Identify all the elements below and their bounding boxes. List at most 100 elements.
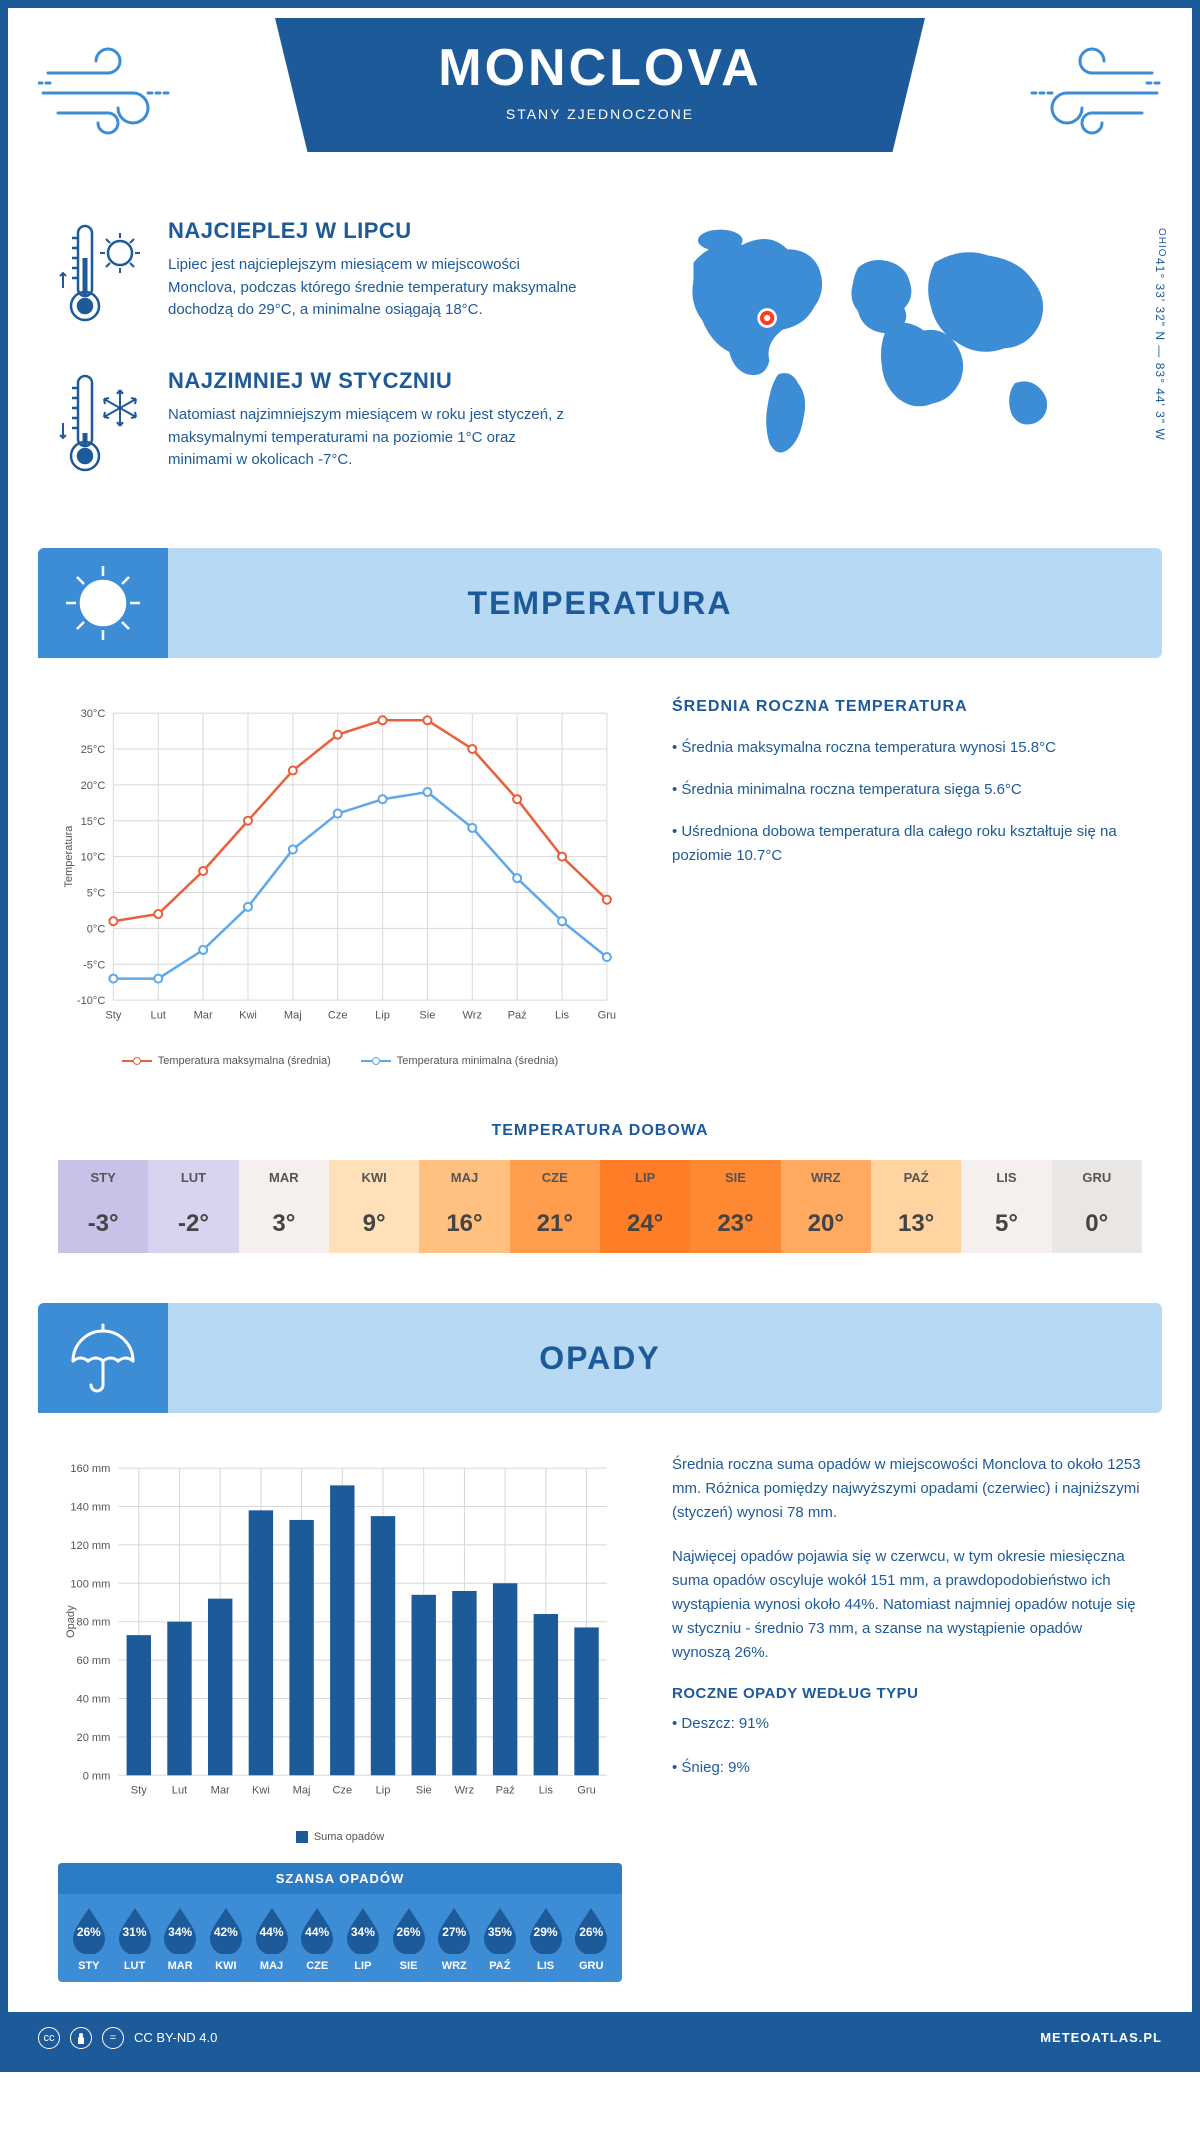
svg-text:60 mm: 60 mm <box>77 1656 111 1668</box>
svg-text:Cze: Cze <box>328 1009 348 1021</box>
svg-text:25°C: 25°C <box>81 744 106 756</box>
chance-cell: 34%MAR <box>157 1906 203 1972</box>
svg-text:100 mm: 100 mm <box>70 1579 110 1591</box>
footer: cc = CC BY-ND 4.0 METEOATLAS.PL <box>8 2012 1192 2064</box>
site-name: METEOATLAS.PL <box>1040 2030 1162 2045</box>
precip-rain: • Deszcz: 91% <box>672 1712 1142 1736</box>
precipitation-section-header: OPADY <box>38 1303 1162 1413</box>
svg-text:15°C: 15°C <box>81 816 106 828</box>
avg-temp-title: ŚREDNIA ROCZNA TEMPERATURA <box>672 698 1142 716</box>
daily-cell: LIP24° <box>600 1160 690 1253</box>
coldest-text: Natomiast najzimniejszym miesiącem w rok… <box>168 404 580 472</box>
svg-text:20°C: 20°C <box>81 780 106 792</box>
warmest-text: Lipiec jest najcieplejszym miesiącem w m… <box>168 254 580 322</box>
precipitation-legend: Suma opadów <box>58 1831 622 1843</box>
precip-chance-box: SZANSA OPADÓW 26%STY31%LUT34%MAR42%KWI44… <box>58 1863 622 1982</box>
by-icon <box>70 2027 92 2049</box>
svg-text:Sie: Sie <box>416 1785 432 1797</box>
daily-cell: PAŹ13° <box>871 1160 961 1253</box>
svg-text:Mar: Mar <box>211 1785 230 1797</box>
svg-text:30°C: 30°C <box>81 708 106 720</box>
temperature-chart: -10°C-5°C0°C5°C10°C15°C20°C25°C30°CStyLu… <box>58 698 622 1067</box>
svg-text:-5°C: -5°C <box>83 959 105 971</box>
svg-text:Temperatura: Temperatura <box>63 825 75 888</box>
chance-title: SZANSA OPADÓW <box>58 1863 622 1894</box>
svg-text:-10°C: -10°C <box>77 995 105 1007</box>
precipitation-info: Średnia roczna suma opadów w miejscowośc… <box>672 1453 1142 1982</box>
svg-text:Lis: Lis <box>539 1785 554 1797</box>
precipitation-content: 0 mm20 mm40 mm60 mm80 mm100 mm120 mm140 … <box>8 1413 1192 2012</box>
svg-text:0°C: 0°C <box>87 923 106 935</box>
daily-cell: WRZ20° <box>781 1160 871 1253</box>
wind-icon <box>1012 38 1162 138</box>
svg-text:0 mm: 0 mm <box>83 1771 111 1783</box>
temperature-title: TEMPERATURA <box>468 585 733 622</box>
svg-text:Gru: Gru <box>598 1009 616 1021</box>
precipitation-title: OPADY <box>539 1340 660 1377</box>
svg-text:5°C: 5°C <box>87 888 106 900</box>
intro-section: NAJCIEPLEJ W LIPCU Lipiec jest najcieple… <box>8 208 1192 548</box>
chance-cell: 26%GRU <box>568 1906 614 1972</box>
svg-text:Cze: Cze <box>332 1785 352 1797</box>
chance-cell: 26%STY <box>66 1906 112 1972</box>
thermometer-sun-icon <box>58 218 148 333</box>
warmest-title: NAJCIEPLEJ W LIPCU <box>168 218 580 244</box>
chance-cell: 27%WRZ <box>431 1906 477 1972</box>
svg-text:Lip: Lip <box>375 1009 390 1021</box>
svg-text:20 mm: 20 mm <box>77 1732 111 1744</box>
legend-precip-label: Suma opadów <box>314 1831 384 1843</box>
svg-text:Opady: Opady <box>65 1605 77 1638</box>
svg-text:Lis: Lis <box>555 1009 570 1021</box>
license-text: CC BY-ND 4.0 <box>134 2030 217 2045</box>
country-subtitle: STANY ZJEDNOCZONE <box>355 106 845 122</box>
chance-cell: 29%LIS <box>523 1906 569 1972</box>
svg-text:Maj: Maj <box>293 1785 311 1797</box>
svg-text:Wrz: Wrz <box>455 1785 474 1797</box>
chance-cell: 44%CZE <box>294 1906 340 1972</box>
temp-bullet: • Średnia minimalna roczna temperatura s… <box>672 778 1142 802</box>
region-label: OHIO <box>1156 228 1167 258</box>
svg-text:Lip: Lip <box>376 1785 391 1797</box>
svg-text:Paź: Paź <box>508 1009 527 1021</box>
precip-p2: Najwięcej opadów pojawia się w czerwcu, … <box>672 1545 1142 1665</box>
daily-cell: STY-3° <box>58 1160 148 1253</box>
precip-type-title: ROCZNE OPADY WEDŁUG TYPU <box>672 1685 1142 1702</box>
chance-cell: 44%MAJ <box>249 1906 295 1972</box>
svg-text:Lut: Lut <box>151 1009 166 1021</box>
svg-text:160 mm: 160 mm <box>70 1464 110 1476</box>
svg-text:Lut: Lut <box>172 1785 187 1797</box>
daily-temp-title: TEMPERATURA DOBOWA <box>8 1122 1192 1140</box>
svg-text:Maj: Maj <box>284 1009 302 1021</box>
world-map <box>620 218 1142 468</box>
chance-cell: 35%PAŹ <box>477 1906 523 1972</box>
chance-cell: 42%KWI <box>203 1906 249 1972</box>
title-banner: MONCLOVA STANY ZJEDNOCZONE <box>275 18 925 152</box>
header: MONCLOVA STANY ZJEDNOCZONE <box>8 8 1192 208</box>
daily-temp-table: STY-3°LUT-2°MAR3°KWI9°MAJ16°CZE21°LIP24°… <box>58 1160 1142 1253</box>
chance-cell: 34%LIP <box>340 1906 386 1972</box>
svg-text:80 mm: 80 mm <box>77 1617 111 1629</box>
temperature-content: -10°C-5°C0°C5°C10°C15°C20°C25°C30°CStyLu… <box>8 658 1192 1097</box>
warmest-block: NAJCIEPLEJ W LIPCU Lipiec jest najcieple… <box>58 218 580 333</box>
svg-text:Sty: Sty <box>131 1785 147 1797</box>
svg-text:Mar: Mar <box>194 1009 213 1021</box>
coldest-block: NAJZIMNIEJ W STYCZNIU Natomiast najzimni… <box>58 368 580 483</box>
city-title: MONCLOVA <box>355 38 845 98</box>
svg-text:Kwi: Kwi <box>239 1009 257 1021</box>
intro-text-column: NAJCIEPLEJ W LIPCU Lipiec jest najcieple… <box>58 218 580 518</box>
daily-cell: MAR3° <box>239 1160 329 1253</box>
chance-cell: 31%LUT <box>112 1906 158 1972</box>
coords-label: 41° 33' 32" N — 83° 44' 3" W <box>1153 258 1167 441</box>
svg-text:Sty: Sty <box>105 1009 121 1021</box>
svg-text:Wrz: Wrz <box>463 1009 482 1021</box>
precip-snow: • Śnieg: 9% <box>672 1756 1142 1780</box>
precipitation-chart: 0 mm20 mm40 mm60 mm80 mm100 mm120 mm140 … <box>58 1453 622 1982</box>
legend-min-label: Temperatura minimalna (średnia) <box>397 1055 558 1067</box>
coldest-title: NAJZIMNIEJ W STYCZNIU <box>168 368 580 394</box>
temperature-section-header: TEMPERATURA <box>38 548 1162 658</box>
map-column: OHIO 41° 33' 32" N — 83° 44' 3" W <box>620 218 1142 518</box>
daily-cell: GRU0° <box>1052 1160 1142 1253</box>
umbrella-icon <box>38 1303 168 1413</box>
location-marker-icon <box>757 308 777 328</box>
cc-icon: cc <box>38 2027 60 2049</box>
